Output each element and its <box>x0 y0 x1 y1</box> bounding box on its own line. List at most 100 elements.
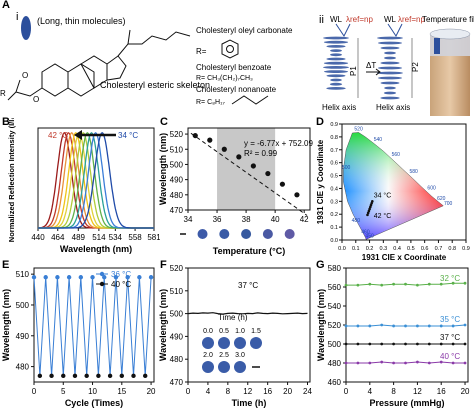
inset-swatch <box>234 337 246 349</box>
shaded-region <box>217 128 276 210</box>
inset-label: 3.0 <box>235 352 245 359</box>
inset-swatch <box>202 337 214 349</box>
y-tick-label: 500 <box>170 310 184 319</box>
pressure-point <box>356 342 360 346</box>
y-tick-label: 0.1 <box>330 225 338 231</box>
panel-label-e: E <box>2 259 10 271</box>
helix-molecule <box>329 82 343 86</box>
x-tick-label: 38 <box>242 215 251 224</box>
x-tick-label: 36 <box>213 215 222 224</box>
fit-r2: R² = 0.99 <box>244 149 278 158</box>
x-tick-label: 8 <box>226 387 231 396</box>
series-label-2: 37 °C <box>440 333 460 342</box>
y-axis-label: Normalized Reflection Intensity (I/I₀) <box>7 118 16 242</box>
panel-label-d: D <box>316 116 324 128</box>
panel-a-structure: (Long, thin molecules) R O O Cholesteryl… <box>0 16 293 106</box>
y-tick-label: 0.8 <box>330 135 338 141</box>
y-tick-label: 510 <box>170 287 184 296</box>
x-tick-label: 0.0 <box>338 246 346 252</box>
x-tick-label: 0.4 <box>393 246 401 252</box>
annotation-34c: 34 °C <box>118 131 138 140</box>
inset-label: 0.0 <box>203 328 213 335</box>
helix-molecule <box>380 96 400 100</box>
y-axis-label: Wavelength (nm) <box>1 289 11 361</box>
x-tick-label: 20 <box>461 387 470 396</box>
helix-molecule <box>323 40 349 44</box>
y-tick-label: 500 <box>16 301 30 310</box>
x-axis-label: Time (h) <box>232 398 267 408</box>
x-tick-label: 0.6 <box>421 246 429 252</box>
y-tick-label: 0.5 <box>330 174 338 180</box>
steroid-skeleton-icon <box>7 29 191 101</box>
inset-title: Time (h) <box>218 313 248 322</box>
locus-label: 540 <box>374 137 383 143</box>
pressure-point <box>427 342 431 346</box>
compound-name-3: Cholesteryl nonanoate <box>196 85 277 94</box>
pressure-point <box>356 283 360 287</box>
point-36c <box>148 275 154 280</box>
pressure-point <box>416 360 419 364</box>
y-tick-label: 480 <box>170 191 184 200</box>
x-tick-label: 0.1 <box>352 246 360 252</box>
pressure-point <box>404 342 407 346</box>
helix-molecule <box>323 36 349 40</box>
y-tick-label: 540 <box>328 302 342 311</box>
pressure-point <box>439 324 443 328</box>
series-label-3: 40 °C <box>440 352 460 361</box>
pressure-point <box>380 283 384 287</box>
y-tick-label: 0.4 <box>330 186 338 192</box>
cycle-line <box>33 277 152 376</box>
panel-label-ii: ii <box>319 14 324 26</box>
color-swatch <box>284 229 295 239</box>
pressure-point <box>463 281 467 285</box>
pressure-point <box>392 342 396 346</box>
x-tick-label: 16 <box>263 387 272 396</box>
compound-r-3: R= C₈H₁₇ <box>196 99 225 106</box>
color-swatch <box>219 229 230 239</box>
y-tick-label: 500 <box>170 160 184 169</box>
pressure-point <box>368 282 372 286</box>
helix-molecule <box>377 71 403 75</box>
x-tick-label: 20 <box>283 387 292 396</box>
pressure-point <box>439 360 443 364</box>
pressure-point <box>368 361 372 365</box>
skeleton-label: Cholesteryl esteric skeleton <box>100 80 210 90</box>
x-tick-label: 10 <box>88 387 97 396</box>
locus-label: 460 <box>361 230 370 236</box>
pressure-point <box>463 323 467 327</box>
helix-molecule <box>326 45 346 48</box>
svg-text:O: O <box>22 71 28 80</box>
point-36c <box>137 275 142 280</box>
cie-locus <box>343 132 444 240</box>
pressure-point <box>427 361 431 365</box>
x-tick-label: 581 <box>147 233 160 242</box>
point-36c <box>66 275 72 280</box>
inset-label: 1.5 <box>251 328 261 335</box>
x-tick-label: 440 <box>31 233 45 242</box>
legend-label-40c: 40 °C <box>111 280 131 289</box>
x-tick-label: 0.2 <box>366 246 374 252</box>
pressure-point <box>344 361 348 365</box>
y-tick-label: 580 <box>328 264 342 273</box>
y-tick-label: 0.2 <box>330 212 338 218</box>
fit-equation: y = -6.77x + 752.09 <box>244 139 313 148</box>
inset-swatch <box>218 337 230 349</box>
y-tick-label: 520 <box>170 264 184 273</box>
annotation-37c: 37 °C <box>238 281 258 290</box>
locus-label: 520 <box>354 126 363 132</box>
legend-label-36c: 36 °C <box>111 270 131 279</box>
x-tick-label: 16 <box>437 387 446 396</box>
series-label-1: 35 °C <box>440 315 460 324</box>
inset-label: 1.0 <box>235 328 245 335</box>
spectrum-line-9 <box>38 132 154 229</box>
pressure-point <box>416 283 419 287</box>
helix-axis-label-2: Helix axis <box>376 103 410 112</box>
pressure-point <box>344 342 348 346</box>
pressure-point <box>356 324 360 328</box>
pressure-point <box>380 342 384 346</box>
helix-molecule <box>383 91 397 95</box>
y-tick-label: 490 <box>16 332 30 341</box>
y-tick-label: 510 <box>170 145 184 154</box>
panel-f-chart: 470 480 490 500 510 520 0 4 8 12 16 20 24 37 °C Time (… <box>158 264 313 408</box>
pressure-point <box>416 342 419 346</box>
